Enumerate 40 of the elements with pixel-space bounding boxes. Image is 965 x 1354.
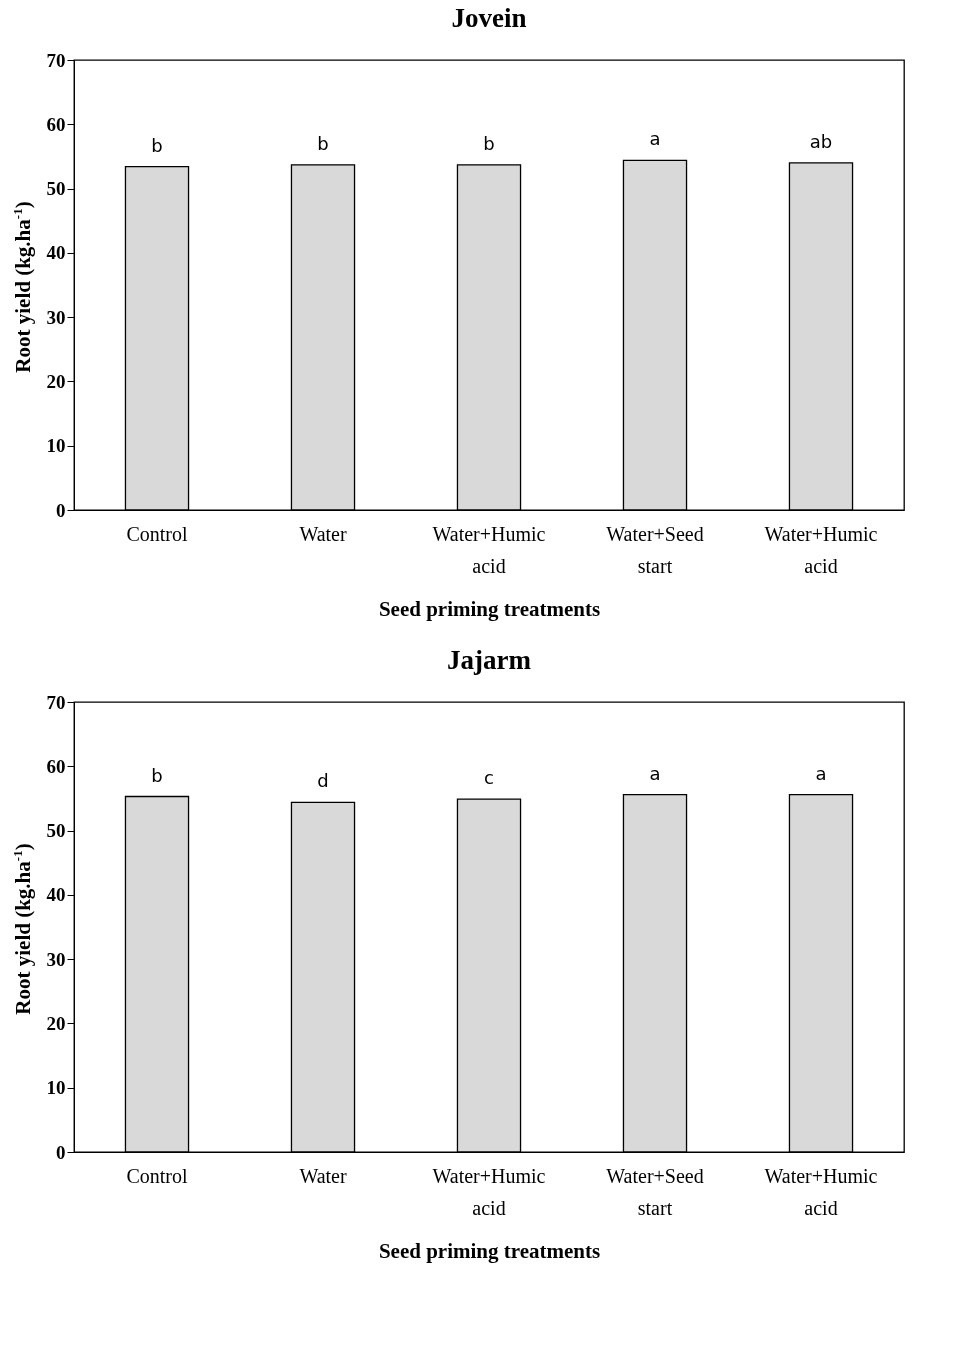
x-tick-label: Water+Humic acid [432, 522, 546, 577]
y-tick-label: 60 [46, 755, 66, 777]
y-tick-label: 10 [46, 435, 66, 457]
chart-title: Jajarm [447, 645, 532, 675]
data-label: a [815, 762, 827, 784]
y-tick-label: 30 [46, 948, 66, 970]
x-axis-title: Seed priming treatments [378, 596, 601, 621]
data-label: a [649, 762, 661, 784]
x-tick-label: Water+Seed start [606, 1164, 704, 1219]
y-tick-label: 60 [46, 113, 66, 135]
x-tick-label: Control [126, 522, 188, 545]
x-tick-label: Water [299, 522, 347, 545]
y-tick-label: 40 [46, 242, 66, 264]
y-tick-label: 40 [46, 884, 66, 906]
y-tick-label: 70 [46, 691, 66, 713]
chart-title: Jovein [451, 3, 527, 33]
data-label: d [317, 770, 329, 792]
x-tick-label: Water+Humic acid [432, 1164, 546, 1219]
y-tick-label: 10 [46, 1077, 66, 1099]
x-tick-label: Water+Seed start [606, 522, 704, 577]
y-tick-label: 50 [46, 178, 66, 200]
data-label: a [649, 128, 661, 150]
data-label: b [151, 764, 163, 786]
y-tick-label: 0 [56, 499, 66, 521]
y-tick-label: 20 [46, 370, 66, 392]
x-tick-label: Water+Humic acid [764, 1164, 878, 1219]
x-tick-label: Water [299, 1164, 347, 1187]
x-axis-title: Seed priming treatments [378, 1238, 601, 1263]
y-tick-label: 20 [46, 1012, 66, 1034]
data-label: b [317, 132, 329, 154]
x-tick-label: Control [126, 1164, 188, 1187]
data-label: b [483, 132, 495, 154]
x-tick-label: Water+Humic acid [764, 522, 878, 577]
y-tick-label: 70 [46, 49, 66, 71]
data-label: ab [809, 130, 833, 152]
data-label: c [484, 767, 494, 789]
y-tick-label: 30 [46, 306, 66, 328]
data-label: b [151, 134, 163, 156]
y-tick-label: 0 [56, 1141, 66, 1163]
y-tick-label: 50 [46, 820, 66, 842]
